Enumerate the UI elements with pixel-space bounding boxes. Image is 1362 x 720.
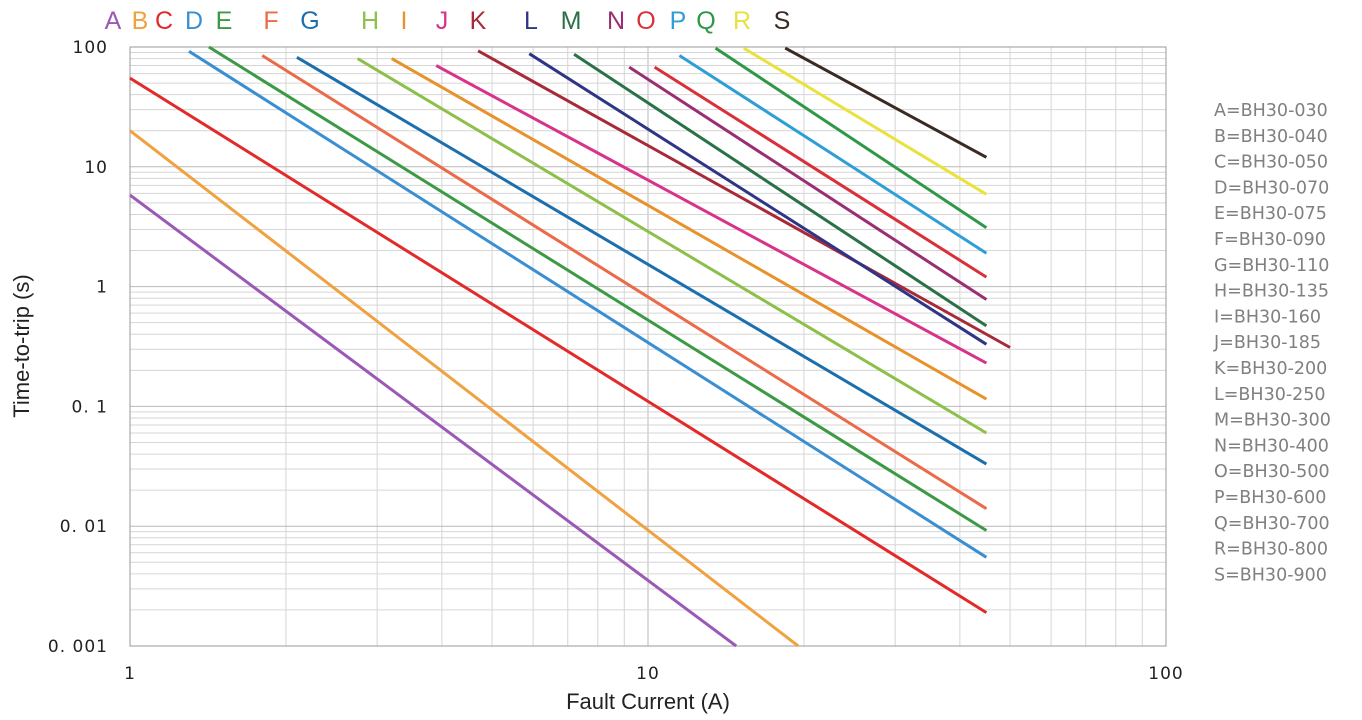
legend-entry-s: S=BH30-900 [1214, 565, 1327, 585]
y-tick-label: 0. 01 [60, 517, 108, 537]
curve-letter-e: E [216, 7, 233, 35]
legend-entry-h: H=BH30-135 [1214, 282, 1329, 302]
legend-entry-c: C=BH30-050 [1214, 153, 1328, 173]
y-axis-title: Time-to-trip (s) [9, 274, 34, 417]
curve-letter-c: C [155, 7, 173, 35]
legend-entry-p: P=BH30-600 [1214, 488, 1326, 508]
curve-letter-n: N [607, 7, 625, 35]
legend-entry-k: K=BH30-200 [1214, 359, 1327, 379]
curve-letter-r: R [733, 7, 751, 35]
curve-letter-p: P [670, 7, 687, 35]
y-tick-label: 100 [73, 38, 108, 58]
legend: A=BH30-030 B=BH30-040 C=BH30-050 D=BH30-070… [1213, 101, 1331, 585]
curve-letter-o: O [636, 7, 655, 35]
x-axis-title: Fault Current (A) [566, 689, 730, 714]
legend-entry-i: I=BH30-160 [1214, 307, 1321, 327]
legend-entry-j: J=BH30-185 [1213, 333, 1321, 353]
series-line-f [261, 54, 988, 510]
series-lines [129, 45, 1011, 648]
legend-entry-l: L=BH30-250 [1214, 385, 1326, 405]
y-tick-label: 0. 1 [72, 397, 108, 417]
legend-entry-b: B=BH30-040 [1214, 127, 1328, 147]
curve-letter-d: D [185, 7, 203, 35]
series-line-d [188, 50, 988, 559]
series-line-e [208, 45, 988, 532]
x-tick-label: 10 [636, 664, 660, 684]
y-tick-labels: 0. 001 0. 01 0. 1 1 10 100 [48, 38, 108, 657]
series-line-j [435, 64, 988, 365]
plot-grid [129, 47, 1166, 647]
y-tick-label: 0. 001 [48, 637, 108, 657]
legend-entry-d: D=BH30-070 [1214, 178, 1329, 198]
curve-letter-q: Q [696, 7, 715, 35]
plot-frame [129, 46, 1167, 647]
curve-letter-s: S [774, 7, 791, 35]
series-line-l [528, 52, 988, 346]
series-line-h [356, 57, 988, 435]
series-line-g [296, 56, 988, 466]
legend-entry-r: R=BH30-800 [1214, 540, 1328, 560]
legend-entry-o: O=BH30-500 [1214, 462, 1330, 482]
series-line-r [742, 46, 988, 196]
curve-letter-a: A [105, 7, 122, 35]
legend-entry-q: Q=BH30-700 [1214, 514, 1330, 534]
series-line-p [678, 54, 988, 255]
x-tick-labels: 1 10 100 [124, 664, 1183, 684]
x-tick-label: 100 [1148, 664, 1183, 684]
curve-letter-f: F [263, 7, 278, 35]
series-line-c [129, 76, 988, 614]
legend-entry-f: F=BH30-090 [1214, 230, 1326, 250]
curve-letter-i: I [401, 7, 408, 35]
legend-entry-m: M=BH30-300 [1214, 411, 1331, 431]
legend-entry-n: N=BH30-400 [1214, 436, 1329, 456]
curve-letter-k: K [470, 7, 487, 35]
series-line-n [628, 65, 988, 301]
legend-entry-e: E=BH30-075 [1214, 204, 1327, 224]
series-line-q [714, 46, 988, 229]
series-line-s [784, 46, 988, 159]
curve-letter-h: H [361, 7, 379, 35]
legend-entry-g: G=BH30-110 [1214, 256, 1329, 276]
y-tick-label: 10 [84, 158, 108, 178]
series-line-k [477, 49, 1011, 349]
series-line-a [129, 193, 738, 648]
series-line-o [653, 65, 988, 279]
curve-letter-g: G [300, 7, 319, 35]
legend-entry-a: A=BH30-030 [1214, 101, 1328, 121]
series-line-i [390, 57, 988, 401]
series-line-b [129, 129, 800, 648]
y-tick-label: 1 [96, 278, 108, 298]
x-tick-label: 1 [124, 664, 136, 684]
curve-letter-m: M [561, 7, 582, 35]
curve-letter-j: J [436, 7, 449, 35]
series-line-m [573, 52, 988, 328]
curve-letter-b: B [132, 7, 149, 35]
curve-letter-l: L [524, 7, 538, 35]
